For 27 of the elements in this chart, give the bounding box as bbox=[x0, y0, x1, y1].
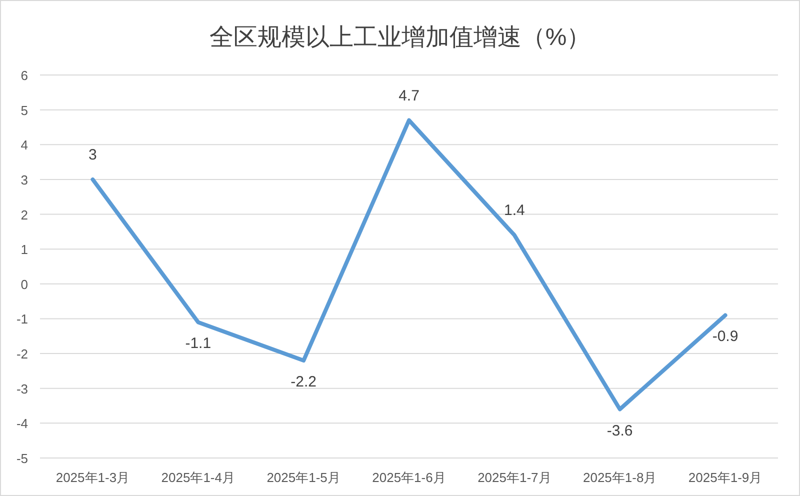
x-tick-label: 2025年1-8月 bbox=[583, 470, 657, 485]
data-label: -3.6 bbox=[606, 422, 633, 440]
data-label: -1.1 bbox=[185, 335, 212, 352]
y-tick-label: 4 bbox=[20, 138, 28, 153]
chart-title: 全区规模以上工业增加值增速（%） bbox=[209, 24, 591, 51]
data-label: 1.4 bbox=[504, 202, 525, 220]
y-tick-label: 0 bbox=[20, 276, 28, 292]
data-label: -2.2 bbox=[290, 374, 316, 391]
x-tick-label: 2025年1-7月 bbox=[478, 470, 552, 485]
y-tick-label: -4 bbox=[16, 416, 28, 432]
y-tick-label: -1 bbox=[16, 312, 28, 327]
y-tick-label: 2 bbox=[20, 207, 28, 222]
y-tick-label: -3 bbox=[16, 381, 28, 396]
y-tick-label: 6 bbox=[20, 68, 28, 83]
x-tick-label: 2025年1-5月 bbox=[266, 470, 340, 485]
y-tick-label: 3 bbox=[20, 172, 28, 188]
y-tick-label: -5 bbox=[16, 451, 28, 466]
x-tick-label: 2025年1-6月 bbox=[372, 470, 446, 485]
x-tick-label: 2025年1-3月 bbox=[56, 470, 130, 485]
data-label: 4.7 bbox=[398, 87, 420, 104]
x-tick-label: 2025年1-9月 bbox=[688, 470, 762, 485]
data-label: -0.9 bbox=[712, 328, 738, 346]
y-tick-label: 1 bbox=[20, 242, 28, 258]
x-tick-label: 2025年1-4月 bbox=[161, 470, 235, 485]
y-tick-label: -2 bbox=[16, 346, 28, 362]
data-label: 3 bbox=[88, 146, 97, 164]
y-tick-label: 5 bbox=[20, 102, 28, 118]
